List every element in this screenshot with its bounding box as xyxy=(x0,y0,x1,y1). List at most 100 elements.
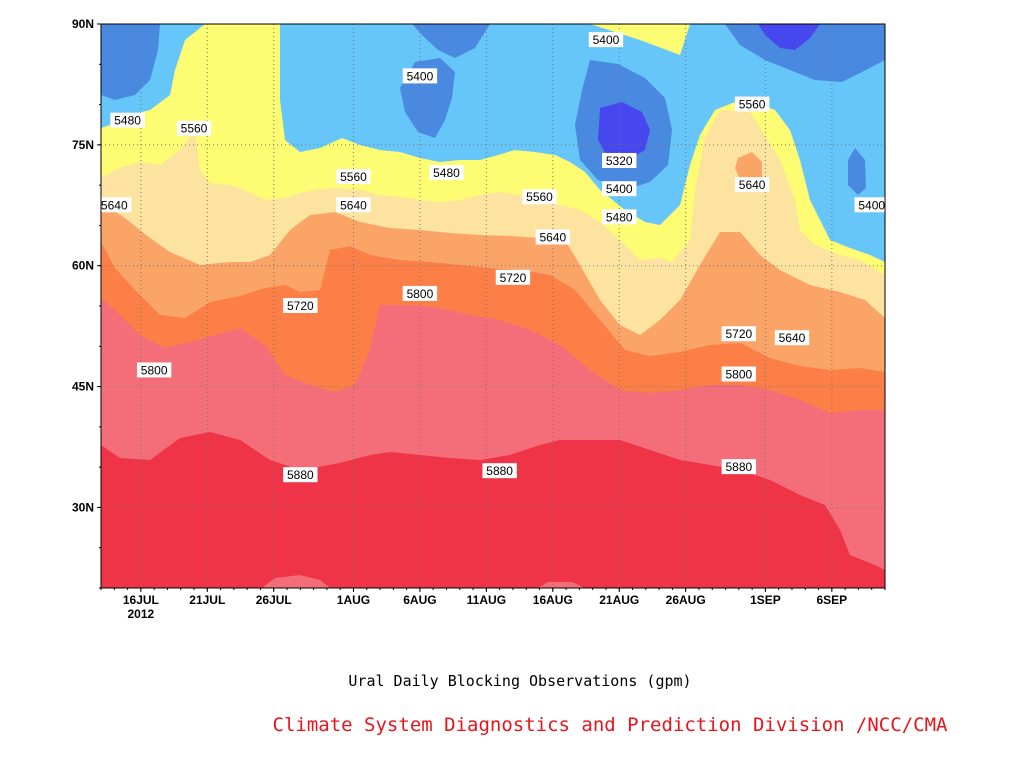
contour-label-text: 5640 xyxy=(739,178,766,192)
grid-lines xyxy=(101,24,885,588)
contour-label-box xyxy=(734,177,770,193)
contour-label-box xyxy=(721,366,757,382)
x-tick-label: 16AUG xyxy=(533,593,573,607)
contour-label-text: 5480 xyxy=(114,114,141,128)
contour-label-text: 5320 xyxy=(606,154,633,168)
contour-label-box xyxy=(588,32,624,48)
contour-bands xyxy=(101,24,885,588)
contour-label-text: 5400 xyxy=(858,198,885,212)
contour-label-text: 5880 xyxy=(725,460,752,474)
band-below-5320-b xyxy=(758,24,820,50)
contour-label: 5400 xyxy=(402,68,438,84)
contour-label-text: 5640 xyxy=(779,331,806,345)
contour-label-box xyxy=(721,459,757,475)
x-tick-label: 26JUL xyxy=(256,593,292,607)
contour-label-box xyxy=(136,362,172,378)
contour-label-text: 5800 xyxy=(407,287,434,301)
contour-label: 5560 xyxy=(522,189,557,205)
contour-label-text: 5400 xyxy=(606,182,633,196)
contour-label-text: 5560 xyxy=(739,98,766,112)
contour-label-box xyxy=(535,229,570,245)
contour-label-text: 5640 xyxy=(101,198,128,212)
contour-label: 5400 xyxy=(602,181,637,197)
contour-label-box xyxy=(602,181,637,197)
contour-label-text: 5720 xyxy=(725,327,752,341)
contour-label-text: 5800 xyxy=(725,367,752,381)
contour-label: 5480 xyxy=(110,112,145,128)
contour-label-text: 5880 xyxy=(287,468,314,482)
contour-label-text: 5640 xyxy=(539,231,566,245)
contour-label: 5800 xyxy=(721,366,757,382)
contour-label-box xyxy=(522,189,557,205)
contour-label-box xyxy=(101,197,132,213)
x-tick-label: 11AUG xyxy=(467,593,506,607)
y-tick-label: 60N xyxy=(72,259,94,273)
band-5880-spot-c xyxy=(879,505,885,525)
x-tick-year-label: 2012 xyxy=(128,607,155,621)
x-tick-label: 6AUG xyxy=(403,593,436,607)
band-below-5320-a xyxy=(598,102,650,160)
band-5320-5400-b xyxy=(412,24,490,58)
band-5320-5400-a xyxy=(101,24,160,100)
contour-label: 5640 xyxy=(535,229,570,245)
contour-label: 5720 xyxy=(283,298,318,313)
band-5880-spot-b xyxy=(538,582,585,588)
contour-label-box xyxy=(336,197,371,213)
contour-label-box xyxy=(336,169,371,185)
contour-label-text: 5400 xyxy=(593,33,620,47)
y-axis: 30N 45N 60N 75N 90N xyxy=(72,17,101,589)
contour-label-box xyxy=(602,209,637,225)
x-tick-label: 21JUL xyxy=(189,593,225,607)
contour-label-text: 5480 xyxy=(606,210,633,224)
contour-label-box xyxy=(429,165,464,181)
contour-label-box xyxy=(402,285,438,301)
contour-label-box xyxy=(734,96,770,112)
contour-label-box xyxy=(854,197,885,213)
contour-label-box xyxy=(602,152,637,168)
contour-label: 5480 xyxy=(602,209,637,225)
band-5320-5400-f xyxy=(848,148,866,195)
contour-labels: 5480 5560 5640 5400 5400 5560 5480 5640 5320 5400… xyxy=(101,32,885,483)
contour-label: 5320 xyxy=(602,152,637,168)
contour-label: 5640 xyxy=(336,197,371,213)
contour-label: 5720 xyxy=(721,326,757,342)
contour-label: 5880 xyxy=(721,459,757,475)
contour-label-box xyxy=(495,269,531,285)
y-tick-label: 90N xyxy=(72,17,94,31)
credit-line: Climate System Diagnostics and Predictio… xyxy=(272,714,948,736)
contour-label-text: 5720 xyxy=(287,299,314,313)
contour-label-text: 5560 xyxy=(181,122,208,136)
band-5880-spot-a xyxy=(262,575,330,588)
contour-label: 5720 xyxy=(495,269,531,285)
contour-label-box xyxy=(402,68,438,84)
contour-label-box xyxy=(774,330,810,346)
contour-label-box xyxy=(721,326,757,342)
contour-label-text: 5640 xyxy=(340,198,367,212)
contour-label-text: 5400 xyxy=(407,69,434,83)
contour-label-text: 5880 xyxy=(486,464,513,478)
contour-label-text: 5720 xyxy=(500,271,527,285)
y-tick-label: 45N xyxy=(72,380,94,394)
contour-label-box xyxy=(283,298,318,313)
x-tick-label: 1AUG xyxy=(337,593,370,607)
contour-label: 5560 xyxy=(176,120,212,136)
y-tick-label: 30N xyxy=(72,500,94,514)
contour-label-text: 5560 xyxy=(526,190,553,204)
contour-label-box xyxy=(110,112,145,128)
contour-label: 5800 xyxy=(136,362,172,378)
contour-label: 5640 xyxy=(101,197,132,213)
band-5320-5400-e xyxy=(725,24,885,82)
x-tick-label: 21AUG xyxy=(599,593,639,607)
contour-label: 5640 xyxy=(734,177,770,193)
contour-label-text: 5480 xyxy=(433,166,460,180)
x-tick-label: 1SEP xyxy=(750,593,781,607)
contour-label-box xyxy=(482,463,517,479)
contour-label: 5880 xyxy=(482,463,517,479)
plot-area: 5480 5560 5640 5400 5400 5560 5480 5640 5320 5400… xyxy=(101,24,885,588)
x-tick-label: 26AUG xyxy=(666,593,706,607)
contour-label: 5560 xyxy=(734,96,770,112)
contour-label-box xyxy=(176,120,212,136)
contour-label: 5480 xyxy=(429,165,464,181)
